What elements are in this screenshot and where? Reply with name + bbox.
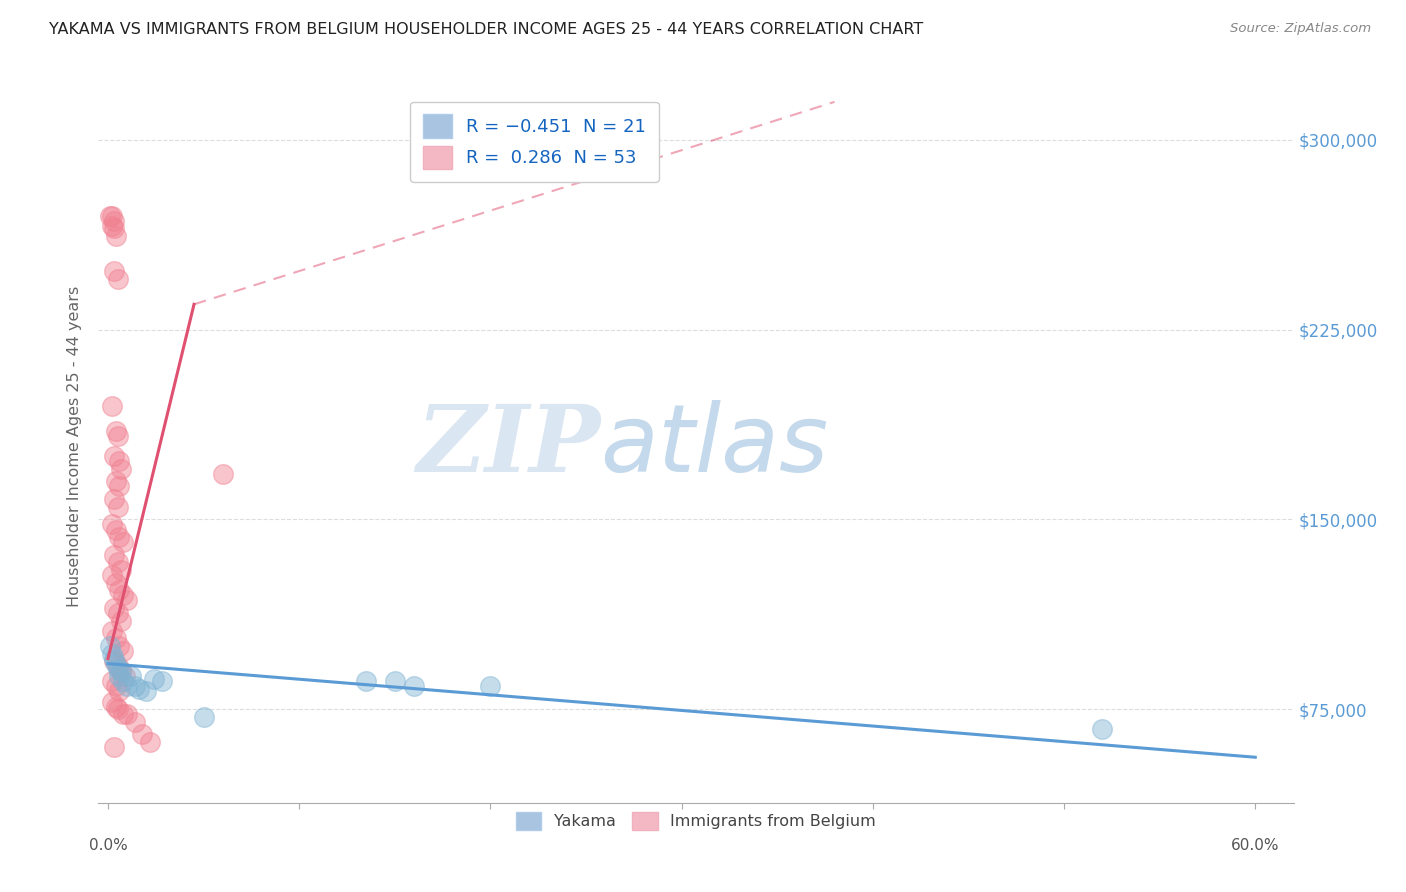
Point: [104, 475, 127, 489]
Point: [114, 669, 136, 683]
Point: [108, 669, 131, 683]
Point: [104, 575, 127, 590]
Text: YAKAMA VS IMMIGRANTS FROM BELGIUM HOUSEHOLDER INCOME AGES 25 - 44 YEARS CORRELAT: YAKAMA VS IMMIGRANTS FROM BELGIUM HOUSEH…: [49, 22, 924, 37]
Point: [112, 535, 135, 549]
Point: [107, 662, 129, 676]
Point: [107, 702, 129, 716]
Point: [120, 669, 142, 683]
Y-axis label: Householder Income Ages 25 - 44 years: Householder Income Ages 25 - 44 years: [67, 285, 83, 607]
Point: [1091, 723, 1114, 737]
Point: [98, 639, 121, 653]
Point: [103, 264, 125, 278]
Point: [104, 657, 127, 671]
Point: [131, 727, 153, 741]
Point: [107, 429, 129, 443]
Point: [103, 214, 125, 228]
Text: atlas: atlas: [600, 401, 828, 491]
Point: [139, 735, 162, 749]
Point: [104, 699, 127, 714]
Point: [108, 583, 131, 598]
Legend: Yakama, Immigrants from Belgium: Yakama, Immigrants from Belgium: [508, 805, 884, 838]
Point: [101, 568, 124, 582]
Point: [110, 614, 132, 628]
Text: Source: ZipAtlas.com: Source: ZipAtlas.com: [1230, 22, 1371, 36]
Point: [142, 672, 165, 686]
Point: [104, 523, 127, 537]
Point: [104, 632, 127, 646]
Point: [103, 492, 125, 507]
Point: [107, 659, 129, 673]
Point: [103, 449, 125, 463]
Point: [384, 674, 406, 689]
Point: [98, 209, 121, 223]
Point: [101, 674, 124, 689]
Point: [108, 530, 131, 544]
Text: 0.0%: 0.0%: [89, 838, 128, 854]
Point: [110, 563, 132, 577]
Point: [211, 467, 233, 481]
Point: [115, 593, 138, 607]
Point: [112, 707, 135, 722]
Point: [108, 454, 131, 468]
Text: 60.0%: 60.0%: [1232, 838, 1279, 854]
Point: [101, 517, 124, 532]
Point: [150, 674, 173, 689]
Point: [104, 424, 127, 438]
Point: [107, 606, 129, 620]
Point: [110, 462, 132, 476]
Point: [193, 710, 215, 724]
Point: [101, 695, 124, 709]
Text: ZIP: ZIP: [416, 401, 600, 491]
Point: [103, 654, 125, 668]
Point: [103, 601, 125, 615]
Point: [115, 680, 138, 694]
Point: [103, 740, 125, 755]
Point: [104, 680, 127, 694]
Point: [354, 674, 377, 689]
Point: [112, 674, 135, 689]
Point: [107, 555, 129, 569]
Point: [103, 651, 125, 665]
Point: [108, 639, 131, 653]
Point: [112, 588, 135, 602]
Point: [101, 624, 124, 638]
Point: [124, 680, 146, 694]
Point: [107, 500, 129, 514]
Point: [103, 548, 125, 562]
Point: [108, 479, 131, 493]
Point: [124, 714, 146, 729]
Point: [101, 219, 124, 233]
Point: [112, 644, 135, 658]
Point: [135, 684, 157, 698]
Point: [402, 680, 425, 694]
Point: [101, 399, 124, 413]
Point: [107, 272, 129, 286]
Point: [128, 681, 150, 696]
Point: [101, 647, 124, 661]
Point: [103, 221, 125, 235]
Point: [108, 684, 131, 698]
Point: [110, 664, 132, 678]
Point: [479, 680, 502, 694]
Point: [104, 229, 127, 244]
Point: [101, 209, 124, 223]
Point: [110, 664, 132, 678]
Point: [115, 707, 138, 722]
